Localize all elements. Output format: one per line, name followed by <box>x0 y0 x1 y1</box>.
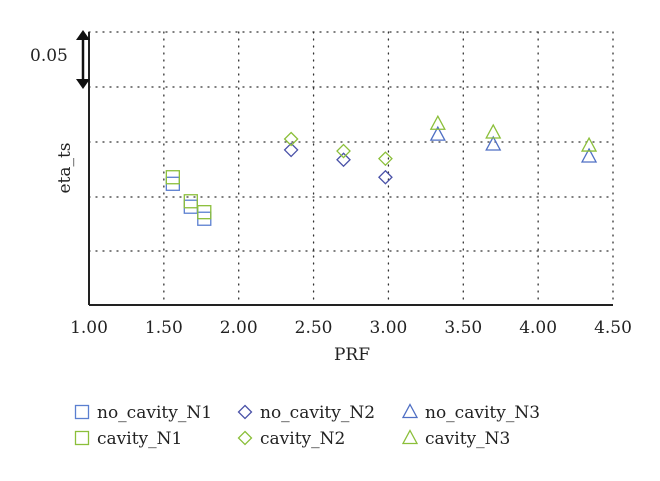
data-point-cavity-N1 <box>183 194 198 209</box>
grid <box>88 31 614 306</box>
data-point-cavity-N1 <box>197 205 212 220</box>
legend-marker-no-cavity-N3 <box>401 403 419 419</box>
data-point-no-cavity-N3 <box>485 135 502 151</box>
x-tick-label: 2.00 <box>220 318 258 338</box>
y-axis-title: eta_ts <box>55 142 75 193</box>
x-tick-label: 1.00 <box>70 318 108 338</box>
data-point-no-cavity-N3 <box>429 125 446 141</box>
legend-label: no_cavity_N3 <box>425 403 540 423</box>
legend-label: cavity_N3 <box>425 429 510 449</box>
x-tick-label: 1.50 <box>145 318 183 338</box>
data-point-no-cavity-N3 <box>580 147 598 163</box>
x-tick-label: 4.50 <box>594 318 632 338</box>
data-point-no-cavity-N2 <box>283 142 299 158</box>
data-point-cavity-N3 <box>429 114 446 130</box>
x-axis-title: PRF <box>334 345 370 365</box>
data-point-no-cavity-N2 <box>378 169 393 185</box>
x-tick-label: 2.50 <box>295 318 333 338</box>
x-tick-label: 4.00 <box>519 318 557 338</box>
scale-indicator <box>76 30 90 89</box>
legend-marker-no-cavity-N1 <box>74 404 90 420</box>
legend-label: no_cavity_N1 <box>97 403 212 423</box>
legend-marker-cavity-N2 <box>237 430 253 446</box>
data-points <box>165 114 598 226</box>
legend-marker-cavity-N1 <box>74 430 90 446</box>
legend-marker-cavity-N3 <box>401 429 419 445</box>
data-point-cavity-N2 <box>336 143 351 159</box>
data-point-cavity-N2 <box>378 151 393 167</box>
legend-marker-no-cavity-N2 <box>237 404 253 420</box>
legend: no_cavity_N1 no_cavity_N2 no_cavity_N3cavi… <box>74 403 540 449</box>
data-point-cavity-N2 <box>283 131 299 147</box>
data-point-no-cavity-N1 <box>183 199 198 214</box>
data-point-cavity-N3 <box>485 123 502 139</box>
x-tick-labels: 1.00 1.50 2.00 2.50 3.00 3.50 4.00 4.50 <box>70 318 632 338</box>
x-tick-label: 3.00 <box>369 318 407 338</box>
legend-label: cavity_N2 <box>260 429 345 449</box>
data-point-cavity-N3 <box>580 136 598 152</box>
data-point-no-cavity-N2 <box>336 152 351 168</box>
legend-label: no_cavity_N2 <box>260 403 375 423</box>
y-scale-label: 0.05 <box>30 46 68 66</box>
legend-label: cavity_N1 <box>97 429 182 449</box>
data-point-cavity-N1 <box>165 170 180 185</box>
x-tick-label: 3.50 <box>444 318 482 338</box>
